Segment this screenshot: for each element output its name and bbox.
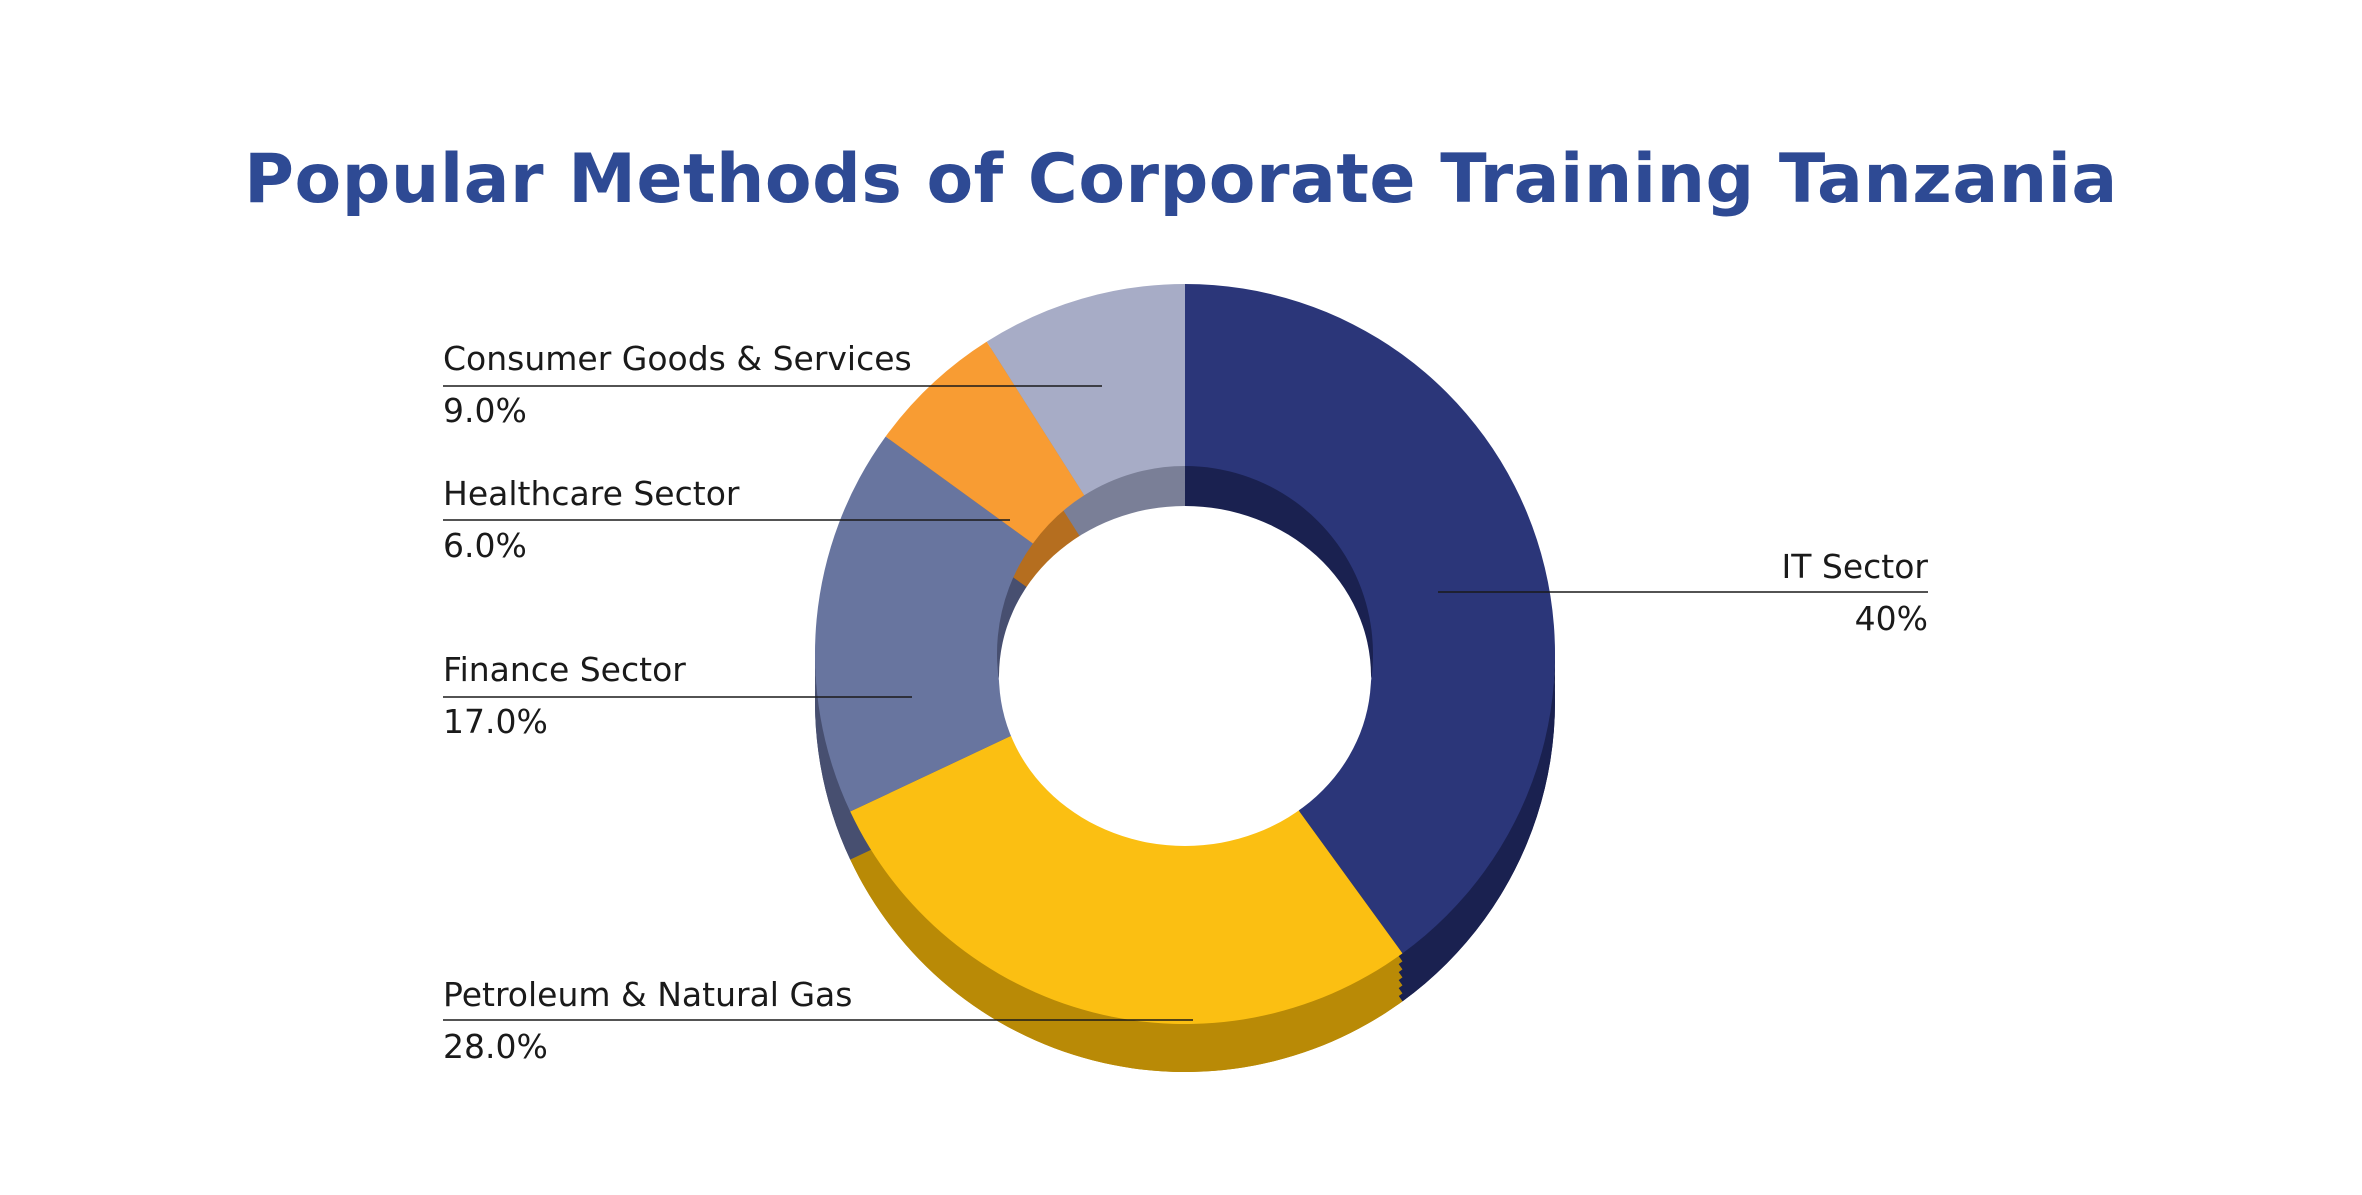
chart-title: Popular Methods of Corporate Training Ta… [244, 140, 2118, 219]
slice-consumer-goods-services [986, 284, 1185, 496]
slice-label-consumer-goods-services: Consumer Goods & Services [443, 339, 912, 378]
donut-hole [999, 506, 1371, 846]
slice-labels: IT Sector 40% Petroleum & Natural Gas 28.0%… [443, 339, 1928, 1066]
slice-value-petroleum-natural-gas: 28.0% [443, 1027, 548, 1066]
slice-value-finance-sector: 17.0% [443, 702, 548, 741]
slice-healthcare-sector [885, 341, 1085, 544]
slice-value-consumer-goods-services: 9.0% [443, 391, 527, 430]
slice-label-healthcare-sector: Healthcare Sector [443, 474, 740, 513]
slice-tops [814, 284, 1556, 1025]
slice-value-healthcare-sector: 6.0% [443, 526, 527, 565]
slice-value-it-sector: 40% [1855, 599, 1928, 638]
slice-finance-sector [814, 436, 1033, 812]
slice-label-it-sector: IT Sector [1782, 547, 1929, 586]
slice-it-sector [1185, 284, 1556, 954]
slice-petroleum-natural-gas [850, 734, 1403, 1025]
slice-label-petroleum-natural-gas: Petroleum & Natural Gas [443, 975, 852, 1014]
leader-lines [443, 385, 1928, 1021]
slice-label-finance-sector: Finance Sector [443, 650, 686, 689]
